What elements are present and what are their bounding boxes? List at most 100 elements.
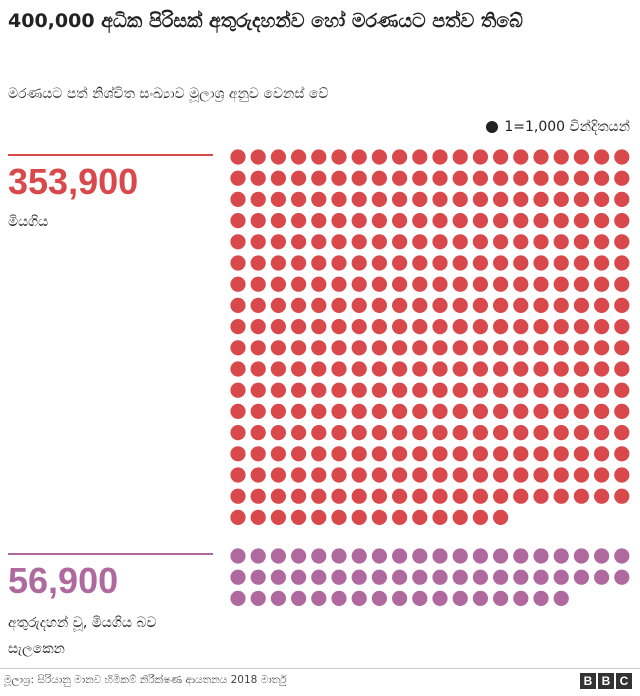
dot — [472, 361, 488, 377]
dot — [573, 319, 590, 335]
dot — [573, 340, 590, 356]
dot — [412, 548, 428, 564]
dot — [553, 276, 569, 292]
dot — [250, 509, 266, 525]
dot — [533, 234, 549, 250]
dot — [371, 276, 387, 292]
dot — [594, 297, 610, 313]
dot — [250, 234, 266, 250]
dot — [452, 403, 468, 419]
dot — [594, 446, 610, 462]
dot — [533, 213, 549, 229]
dot — [311, 467, 327, 483]
dot — [270, 425, 286, 441]
dot — [493, 213, 509, 229]
dot — [493, 590, 509, 607]
dot — [594, 255, 610, 271]
dot — [553, 425, 569, 441]
dot — [311, 446, 327, 462]
logo: B B C — [580, 673, 632, 689]
dot — [472, 170, 488, 186]
dot — [573, 213, 590, 229]
dot — [270, 170, 286, 186]
dot — [493, 446, 509, 462]
dot — [270, 255, 286, 271]
dot — [452, 255, 468, 271]
dot — [392, 446, 408, 462]
dot — [291, 149, 307, 165]
dot — [513, 170, 529, 186]
dot — [553, 467, 569, 483]
dot — [493, 191, 509, 207]
dot — [371, 170, 387, 186]
dot — [331, 425, 347, 441]
dot — [371, 213, 387, 229]
dot — [513, 467, 529, 483]
dot — [351, 548, 367, 564]
dot — [472, 382, 488, 398]
dot — [351, 488, 367, 504]
dot — [311, 319, 327, 335]
dot — [250, 425, 266, 441]
dot — [553, 340, 569, 356]
dot — [553, 213, 569, 229]
dot — [493, 234, 509, 250]
dot — [392, 382, 408, 398]
legend-label: 1=1,000 වින්දිතයන් — [504, 119, 630, 135]
legend-dot — [486, 121, 499, 133]
dot — [311, 340, 327, 356]
dot — [553, 361, 569, 377]
dot — [452, 191, 468, 207]
dot — [614, 170, 630, 186]
dot — [513, 361, 529, 377]
dot — [493, 297, 509, 313]
dot — [452, 213, 468, 229]
dot — [250, 488, 266, 504]
dot — [351, 297, 367, 313]
dot — [371, 548, 387, 564]
dot — [533, 425, 549, 441]
dot — [614, 425, 630, 441]
dot — [452, 467, 468, 483]
dot — [291, 234, 307, 250]
dot — [614, 255, 630, 271]
chart-subtitle: මරණයට පත් නිශ්චිත සංඛ්‍යාව මූලාශ්‍ර අනුව… — [8, 86, 329, 102]
chart-title: 400,000 අධික පිරිසක් අතුරුදහන්ව හෝ මරණයට… — [8, 10, 523, 32]
dot — [432, 590, 448, 607]
dot — [371, 403, 387, 419]
dot — [371, 467, 387, 483]
dot — [594, 548, 610, 564]
dot — [573, 569, 590, 585]
dot — [432, 361, 448, 377]
dot — [311, 255, 327, 271]
dot — [331, 297, 347, 313]
dot — [270, 569, 286, 585]
dot — [351, 509, 367, 525]
dot — [553, 319, 569, 335]
dot — [412, 446, 428, 462]
value-label: 56,900 — [8, 560, 119, 601]
dot — [270, 297, 286, 313]
dot — [412, 255, 428, 271]
dot — [230, 569, 246, 585]
dot — [432, 425, 448, 441]
dot — [493, 361, 509, 377]
dot — [412, 319, 428, 335]
dot — [331, 149, 347, 165]
dot — [573, 361, 590, 377]
dot — [311, 382, 327, 398]
dot — [270, 509, 286, 525]
dot — [472, 234, 488, 250]
dot — [412, 361, 428, 377]
dot — [614, 340, 630, 356]
dot — [311, 234, 327, 250]
dot — [311, 425, 327, 441]
dot — [452, 319, 468, 335]
dot — [351, 213, 367, 229]
dot — [412, 149, 428, 165]
dot — [614, 548, 630, 564]
dot — [412, 467, 428, 483]
dot — [392, 590, 408, 607]
dot — [412, 403, 428, 419]
